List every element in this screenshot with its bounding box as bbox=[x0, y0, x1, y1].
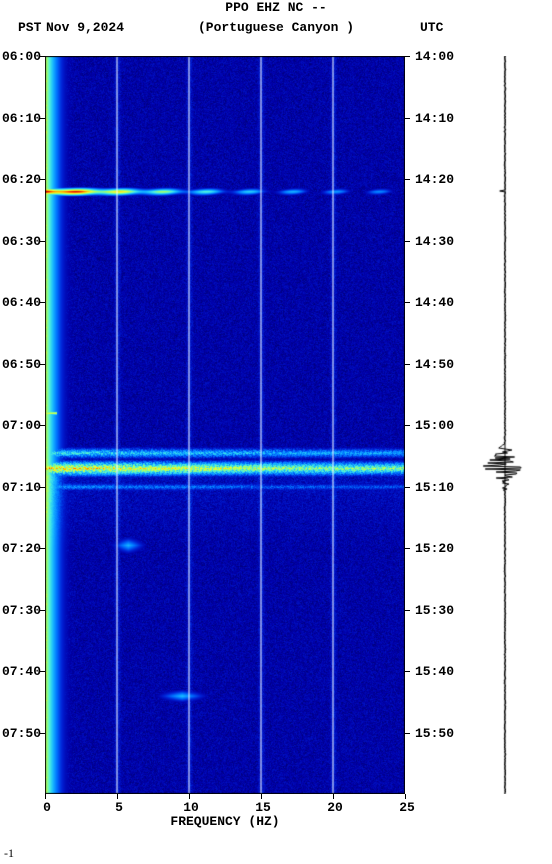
waveform-canvas bbox=[478, 56, 532, 794]
axis-tick: 06:00 bbox=[2, 49, 41, 64]
axis-tick: 15:10 bbox=[415, 480, 454, 495]
axis-tick: 14:00 bbox=[415, 49, 454, 64]
axis-tick: 06:10 bbox=[2, 111, 41, 126]
axis-tick: 15 bbox=[253, 800, 273, 815]
axis-tick: 10 bbox=[181, 800, 201, 815]
axis-tick: 07:10 bbox=[2, 480, 41, 495]
axis-tick: 15:30 bbox=[415, 603, 454, 618]
station-code: PPO EHZ NC -- bbox=[0, 0, 552, 15]
axis-tick: 15:20 bbox=[415, 541, 454, 556]
axis-tick: 14:50 bbox=[415, 357, 454, 372]
axis-tick: 07:00 bbox=[2, 418, 41, 433]
axis-tick: 07:30 bbox=[2, 603, 41, 618]
header-right-tz: UTC bbox=[420, 20, 443, 35]
axis-tick: 14:20 bbox=[415, 172, 454, 187]
axis-tick: 14:30 bbox=[415, 234, 454, 249]
axis-tick: 25 bbox=[397, 800, 417, 815]
axis-tick: 06:30 bbox=[2, 234, 41, 249]
axis-tick: 14:10 bbox=[415, 111, 454, 126]
axis-tick: 06:40 bbox=[2, 295, 41, 310]
axis-tick: 07:40 bbox=[2, 664, 41, 679]
axis-tick: 07:20 bbox=[2, 541, 41, 556]
header-subtitle: (Portuguese Canyon ) bbox=[0, 20, 552, 35]
footer-mark: -1 bbox=[4, 846, 14, 861]
axis-tick: 06:20 bbox=[2, 172, 41, 187]
axis-tick: 15:00 bbox=[415, 418, 454, 433]
x-axis-label: FREQUENCY (HZ) bbox=[45, 814, 405, 829]
axis-tick: 20 bbox=[325, 800, 345, 815]
axis-tick: 15:50 bbox=[415, 726, 454, 741]
root: PPO EHZ NC -- PST Nov 9,2024 (Portuguese… bbox=[0, 0, 552, 864]
axis-tick: 15:40 bbox=[415, 664, 454, 679]
axis-tick: 07:50 bbox=[2, 726, 41, 741]
axis-tick: 14:40 bbox=[415, 295, 454, 310]
axis-tick: 06:50 bbox=[2, 357, 41, 372]
axis-tick: 0 bbox=[37, 800, 57, 815]
spectrogram-plot bbox=[45, 56, 405, 794]
spectrogram-canvas bbox=[45, 56, 405, 794]
waveform-strip bbox=[478, 56, 532, 794]
axis-tick: 5 bbox=[109, 800, 129, 815]
